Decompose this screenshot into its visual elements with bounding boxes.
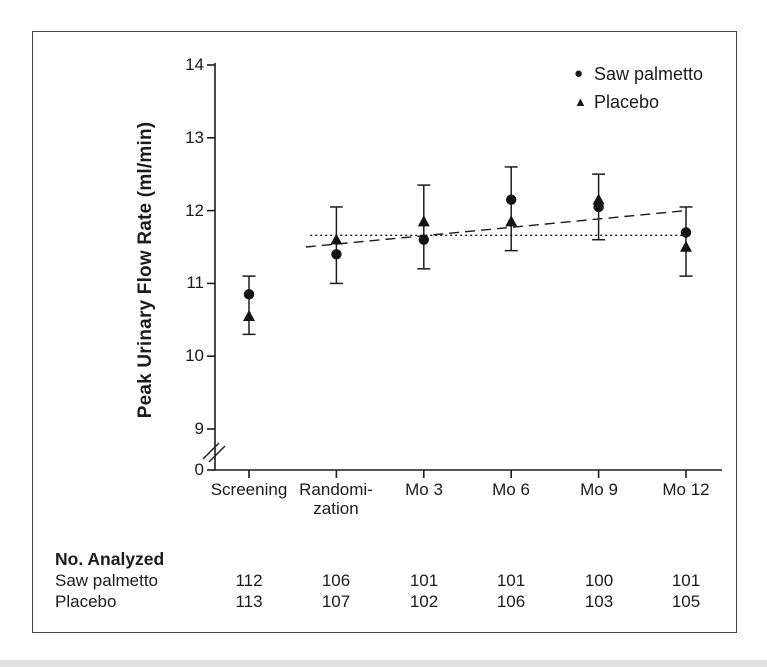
table-title: No. Analyzed [55, 549, 165, 569]
table-cell: 102 [409, 592, 439, 611]
table-cell: 101 [409, 571, 439, 590]
saw-palmetto-point [243, 289, 255, 300]
y-tick-label: 12 [185, 201, 204, 220]
saw-palmetto-point [331, 249, 342, 260]
table-cell: 105 [671, 592, 701, 611]
y-tick-label: 10 [185, 346, 204, 365]
placebo-point [592, 193, 605, 205]
saw-palmetto-point [418, 234, 429, 245]
y-tick-label: 9 [194, 419, 204, 438]
x-tick-label: Mo 9 [580, 480, 618, 499]
figure-border [32, 31, 737, 633]
table-cell: 100 [584, 571, 614, 590]
table-cell: 107 [321, 592, 351, 611]
table-row-label: Placebo [55, 592, 117, 611]
x-tick-label: Screening [210, 480, 288, 499]
placebo-point [505, 215, 518, 227]
placebo-point [680, 240, 692, 252]
table-cell: 113 [235, 592, 263, 611]
axis-break-icon [202, 442, 220, 460]
y-tick-label: 13 [185, 128, 204, 147]
table-cell: 106 [321, 571, 351, 590]
x-tick-label: Mo 12 [662, 480, 710, 499]
y-tick-label: 14 [185, 55, 204, 74]
x-tick-label: Mo 3 [405, 480, 443, 499]
placebo-point [243, 309, 255, 321]
table-row-label: Saw palmetto [55, 571, 158, 590]
legend-label: Placebo [594, 91, 660, 112]
y-axis-title: Peak Urinary Flow Rate (ml/min) [135, 121, 156, 419]
y-tick-label: 11 [186, 273, 204, 292]
placebo-point [417, 215, 430, 227]
table-cell: 103 [584, 592, 614, 611]
trend-line-dashed [305, 209, 687, 248]
saw-palmetto-point [506, 194, 517, 205]
saw-palmetto-point [680, 227, 692, 238]
table-cell: 101 [496, 571, 526, 590]
table-cell: 106 [496, 592, 526, 611]
legend-item-saw-palmetto: ● Saw palmetto [574, 60, 703, 88]
x-tick-label: Randomi- zation [299, 480, 373, 518]
axis-break-icon [208, 445, 226, 463]
placebo-point [330, 233, 343, 245]
triangle-marker-icon: ▲ [574, 94, 587, 109]
x-tick-label: Mo 6 [492, 480, 530, 499]
legend-item-placebo: ▲ Placebo [574, 88, 703, 116]
table-cell: 101 [671, 571, 701, 590]
table-cell: 112 [235, 571, 263, 590]
legend: ● Saw palmetto ▲ Placebo [574, 60, 703, 116]
legend-label: Saw palmetto [594, 63, 704, 84]
circle-marker-icon: ● [574, 65, 584, 82]
y-tick-label: 0 [194, 460, 204, 479]
page-bottom-strip [0, 660, 767, 667]
